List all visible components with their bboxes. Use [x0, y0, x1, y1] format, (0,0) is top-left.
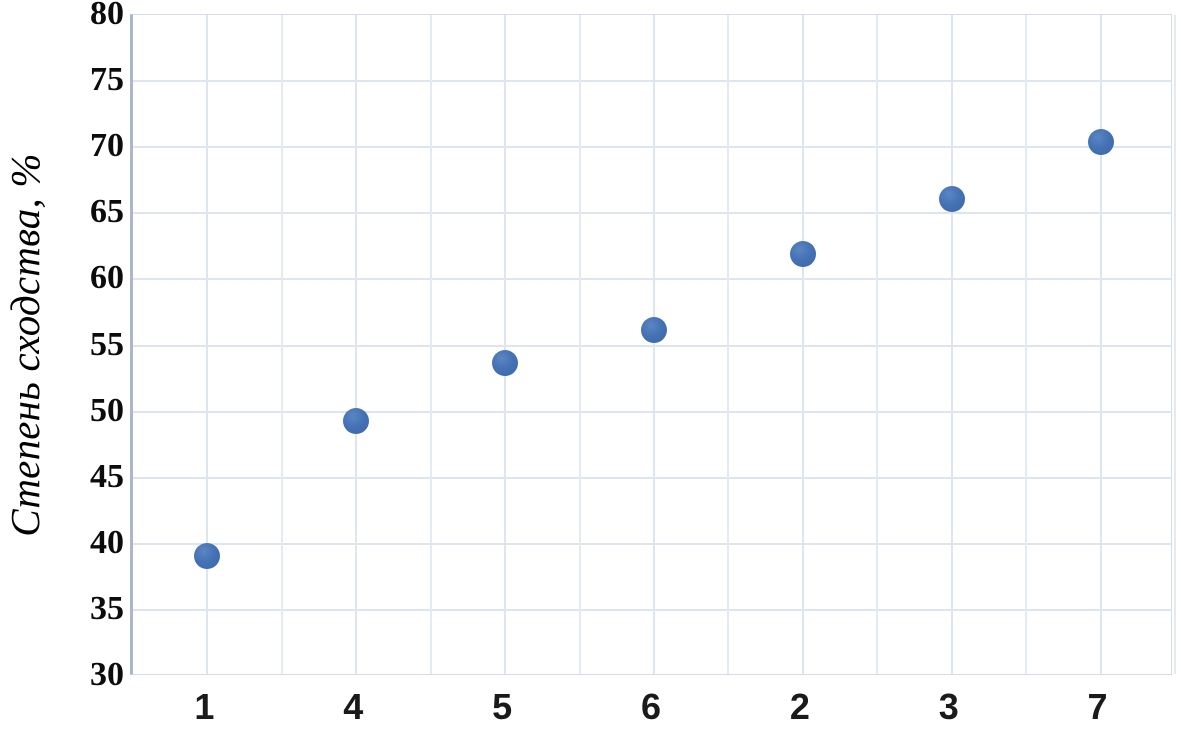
y-axis-tick-label: 60 — [90, 259, 124, 297]
plot-area — [130, 14, 1176, 675]
y-axis-tick-label: 65 — [90, 193, 124, 231]
data-point — [938, 185, 965, 212]
x-axis-tick-label: 1 — [194, 686, 215, 727]
y-axis-title: Степень сходства, % — [0, 0, 50, 690]
data-point — [1087, 128, 1114, 155]
gridline-vertical — [801, 15, 804, 674]
gridline-vertical-band-edge — [876, 15, 879, 674]
data-point — [789, 241, 816, 268]
gridline-vertical — [653, 15, 655, 674]
y-axis-tick-label: 40 — [90, 523, 124, 561]
y-axis-tick-label: 75 — [90, 61, 124, 99]
gridline-vertical-band-edge — [727, 15, 730, 674]
y-axis-tick-label: 55 — [90, 325, 124, 363]
gridline-vertical — [355, 15, 358, 674]
gridline-horizontal — [133, 80, 1171, 83]
data-point — [194, 542, 221, 569]
gridline-horizontal — [133, 344, 1171, 347]
gridline-horizontal — [133, 146, 1171, 149]
gridline-horizontal — [133, 608, 1171, 611]
x-axis-tick-label: 3 — [938, 686, 959, 727]
gridline-horizontal — [133, 212, 1171, 215]
y-axis-tick-label: 70 — [90, 127, 124, 165]
data-point — [343, 407, 370, 434]
x-axis-tick-label: 7 — [1087, 686, 1108, 727]
gridline-vertical — [206, 15, 209, 674]
y-axis-tick-label: 45 — [90, 457, 124, 495]
data-point — [492, 349, 519, 376]
gridline-vertical — [1099, 15, 1102, 674]
gridline-horizontal — [133, 476, 1171, 479]
y-axis-tick-labels: 30 35 40 45 50 55 60 65 70 75 80 — [52, 0, 124, 738]
x-axis-tick-label: 4 — [343, 686, 364, 727]
x-axis-tick-label: 2 — [789, 686, 810, 727]
gridline-vertical-band-edge — [280, 15, 283, 674]
y-axis-tick-label: 30 — [90, 656, 124, 693]
y-axis-tick-label: 35 — [90, 589, 124, 627]
gridline-horizontal — [133, 410, 1171, 413]
y-axis-title-label: Степень сходства, % — [2, 153, 48, 537]
gridline-horizontal — [133, 278, 1171, 281]
gridline-vertical-band-edge — [429, 15, 432, 674]
gridline-vertical-band-edge — [1174, 15, 1176, 674]
gridline-vertical-band-edge — [578, 15, 581, 674]
gridline-vertical — [504, 15, 507, 674]
y-axis-tick-label: 50 — [90, 391, 124, 429]
gridline-vertical-band-edge — [1025, 15, 1028, 674]
y-axis-tick-label: 80 — [90, 0, 124, 32]
x-axis-tick-labels: 1 4 5 6 2 3 7 — [130, 686, 1172, 736]
data-point — [641, 316, 667, 343]
gridline-vertical — [950, 15, 953, 674]
x-axis-tick-label: 6 — [640, 686, 662, 727]
x-axis-tick-label: 5 — [492, 686, 513, 727]
gridline-horizontal — [133, 542, 1171, 545]
